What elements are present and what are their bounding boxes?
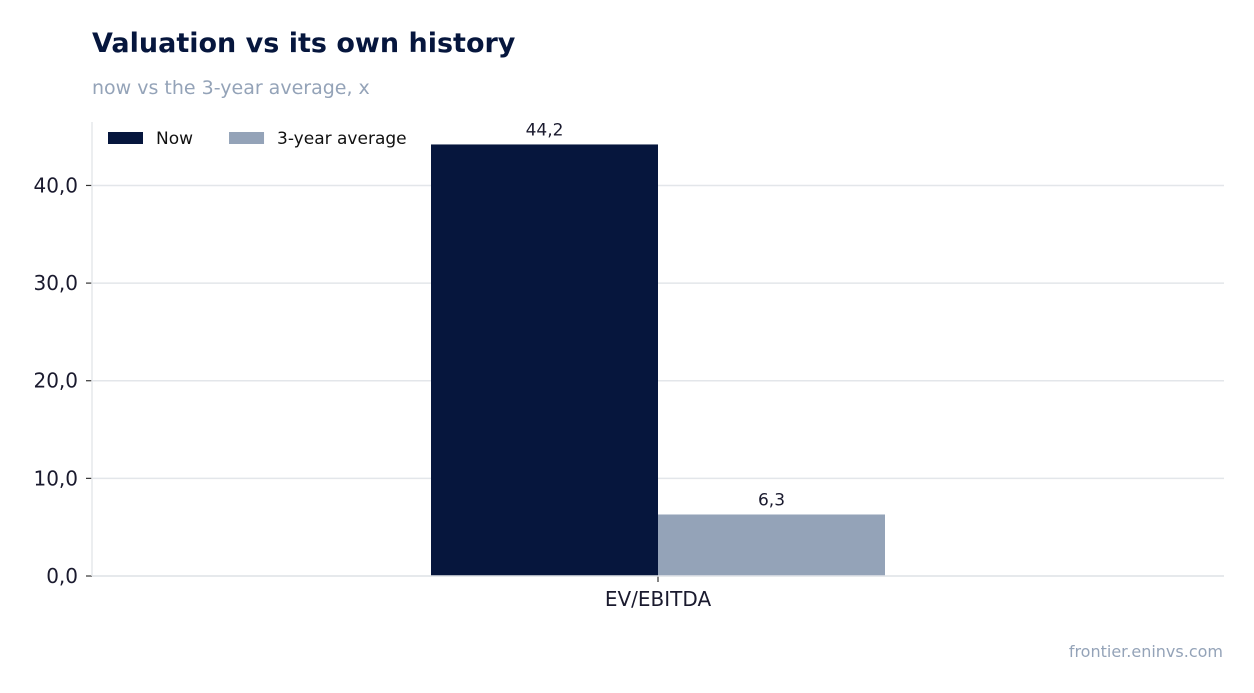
y-tick-label: 40,0 bbox=[33, 173, 78, 197]
y-tick-label: 20,0 bbox=[33, 369, 78, 393]
chart-subtitle: now vs the 3-year average, x bbox=[92, 77, 370, 99]
chart-title: Valuation vs its own history bbox=[92, 28, 516, 59]
y-tick-label: 10,0 bbox=[33, 466, 78, 490]
legend-swatch bbox=[229, 132, 265, 144]
y-tick-label: 30,0 bbox=[33, 271, 78, 295]
bar-now bbox=[431, 144, 658, 576]
data-label: 6,3 bbox=[758, 490, 785, 510]
legend-label: Now bbox=[156, 129, 193, 149]
source-watermark: frontier.eninvs.com bbox=[1068, 642, 1223, 661]
legend-swatch bbox=[108, 132, 143, 144]
legend-label: 3-year average bbox=[277, 129, 407, 149]
bar-3-year-average bbox=[658, 514, 885, 576]
x-tick-label: EV/EBITDA bbox=[605, 587, 712, 611]
y-tick-label: 0,0 bbox=[46, 564, 78, 588]
data-label: 44,2 bbox=[526, 120, 564, 140]
